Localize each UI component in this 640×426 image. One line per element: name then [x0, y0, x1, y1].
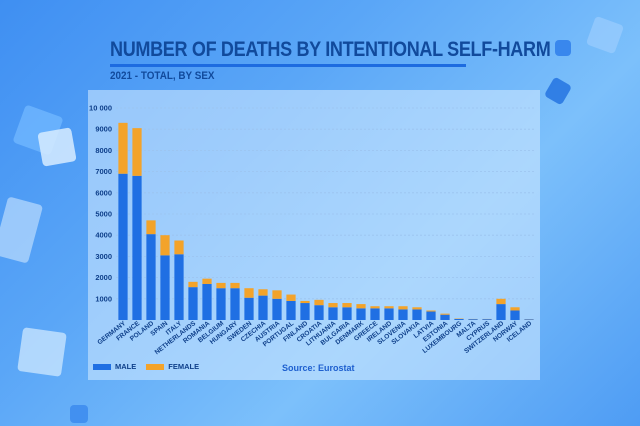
x-axis-labels: GERMANYFRANCEPOLANDSPAINITALYNETHERLANDS…	[96, 320, 533, 357]
bar-male-hungary	[230, 288, 240, 320]
bar-male-czechia	[258, 295, 268, 320]
bar-male-slovakia	[412, 309, 422, 320]
bar-male-denmark	[356, 308, 366, 320]
bar-female-hungary	[230, 282, 240, 289]
bar-female-france	[132, 128, 142, 176]
bar-female-denmark	[356, 304, 366, 309]
bar-male-finland	[300, 303, 310, 320]
bar-male-croatia	[314, 305, 324, 320]
y-tick-label: 10 000	[89, 104, 112, 113]
bar-male-luxembourg	[454, 318, 464, 320]
bar-male-romania	[202, 283, 212, 320]
bar-male-germany	[118, 173, 128, 320]
title-underline	[110, 64, 466, 67]
legend-swatch-male	[93, 363, 111, 370]
bar-male-belgium	[216, 288, 226, 320]
bar-male-latvia	[426, 311, 436, 320]
bar-female-austria	[272, 290, 282, 299]
bar-male-ireland	[384, 308, 394, 320]
legend-item-male: MALE	[93, 362, 136, 371]
grid-lines	[116, 107, 536, 300]
y-tick-label: 9000	[95, 125, 112, 134]
y-tick-label: 2000	[95, 273, 112, 282]
y-tick-label: 7000	[95, 167, 112, 176]
bar-female-bulgaria	[342, 303, 352, 308]
bar-male-austria	[272, 298, 282, 320]
bar-female-croatia	[314, 299, 324, 306]
bar-female-romania	[202, 278, 212, 284]
bar-female-italy	[174, 240, 184, 255]
bars	[118, 122, 534, 320]
bar-female-lithuania	[328, 303, 338, 308]
y-tick-label: 1000	[95, 294, 112, 303]
bar-male-switzerland	[496, 304, 506, 320]
y-tick-label: 8000	[95, 146, 112, 155]
bar-male-greece	[370, 308, 380, 320]
bar-male-norway	[510, 310, 520, 320]
bar-female-netherlands	[188, 281, 198, 288]
chart-subtitle: 2021 - TOTAL, BY SEX	[110, 70, 215, 82]
bar-male-france	[132, 175, 142, 320]
y-tick-label: 4000	[95, 231, 112, 240]
bar-male-malta	[468, 319, 478, 320]
legend: MALE FEMALE	[93, 362, 199, 371]
bar-male-iceland	[524, 319, 534, 320]
bar-male-netherlands	[188, 287, 198, 320]
y-tick-label: 5000	[95, 210, 112, 219]
bar-male-lithuania	[328, 307, 338, 320]
bar-female-estonia	[440, 313, 450, 315]
bar-male-sweden	[244, 297, 254, 320]
bar-female-switzerland	[496, 298, 506, 305]
decorative-cube	[70, 405, 88, 423]
y-tick-label: 3000	[95, 252, 112, 261]
bar-female-slovenia	[398, 306, 408, 310]
bar-female-czechia	[258, 289, 268, 296]
y-tick-label: 6000	[95, 188, 112, 197]
bar-female-sweden	[244, 288, 254, 298]
bar-female-germany	[118, 122, 128, 174]
bar-female-poland	[146, 220, 156, 235]
bar-male-cyprus	[482, 319, 492, 320]
decorative-cube	[555, 40, 571, 56]
bar-female-slovakia	[412, 307, 422, 310]
bar-female-latvia	[426, 310, 436, 312]
legend-swatch-female	[146, 363, 165, 370]
bar-female-norway	[510, 307, 520, 311]
legend-item-female: FEMALE	[146, 362, 199, 371]
bar-female-finland	[300, 300, 310, 304]
bar-male-estonia	[440, 314, 450, 320]
legend-label-female: FEMALE	[168, 362, 200, 371]
bar-female-ireland	[384, 306, 394, 309]
bar-male-bulgaria	[342, 307, 352, 320]
source-note: Source: Eurostat	[282, 363, 355, 373]
y-axis-ticks: 1000 2000 3000 4000 5000 6000 7000 8000 9000 10 0…	[89, 104, 112, 304]
bar-female-portugal	[286, 294, 296, 301]
bar-male-portugal	[286, 300, 296, 320]
bar-male-spain	[160, 255, 170, 320]
chart-title: NUMBER OF DEATHS BY INTENTIONAL SELF-HAR…	[110, 38, 551, 61]
bar-male-slovenia	[398, 309, 408, 320]
bar-male-poland	[146, 234, 156, 320]
bar-female-greece	[370, 306, 380, 309]
bar-female-belgium	[216, 282, 226, 289]
bar-female-spain	[160, 235, 170, 256]
bar-male-italy	[174, 254, 184, 320]
legend-label-male: MALE	[115, 362, 137, 371]
